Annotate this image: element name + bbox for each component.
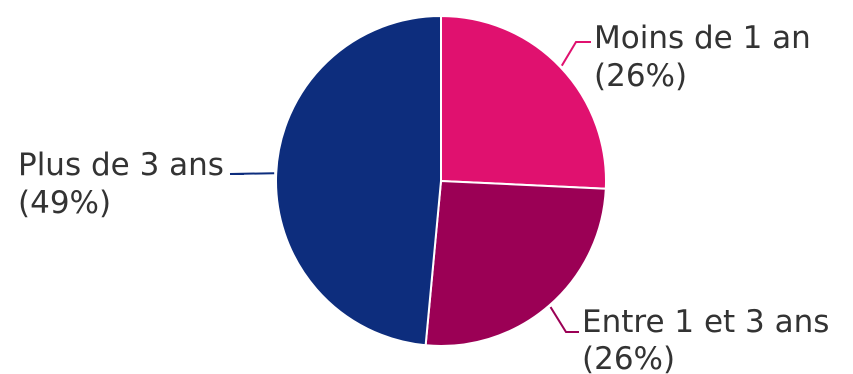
slice-pct-plus-de-3-ans: (49%) <box>18 185 111 221</box>
slice-label-moins-de-1-an: Moins de 1 an <box>594 20 811 56</box>
slice-label-plus-de-3-ans: Plus de 3 ans <box>18 147 224 183</box>
leader-line-plus-de-3-ans <box>229 172 275 175</box>
pie-slice-plus-de-3-ans <box>275 14 442 347</box>
leader-line-moins-de-1-an <box>560 41 591 67</box>
leader-lines <box>229 41 591 333</box>
slice-pct-entre-1-et-3-ans: (26%) <box>582 341 675 374</box>
slice-pct-moins-de-1-an: (26%) <box>594 58 687 94</box>
leader-line-entre-1-et-3-ans <box>549 306 579 333</box>
slice-label-entre-1-et-3-ans: Entre 1 et 3 ans <box>582 304 829 340</box>
pie-slice-entre-1-et-3-ans <box>424 179 607 347</box>
pie-slices <box>275 14 607 347</box>
pie-slice-moins-de-1-an <box>440 14 607 190</box>
